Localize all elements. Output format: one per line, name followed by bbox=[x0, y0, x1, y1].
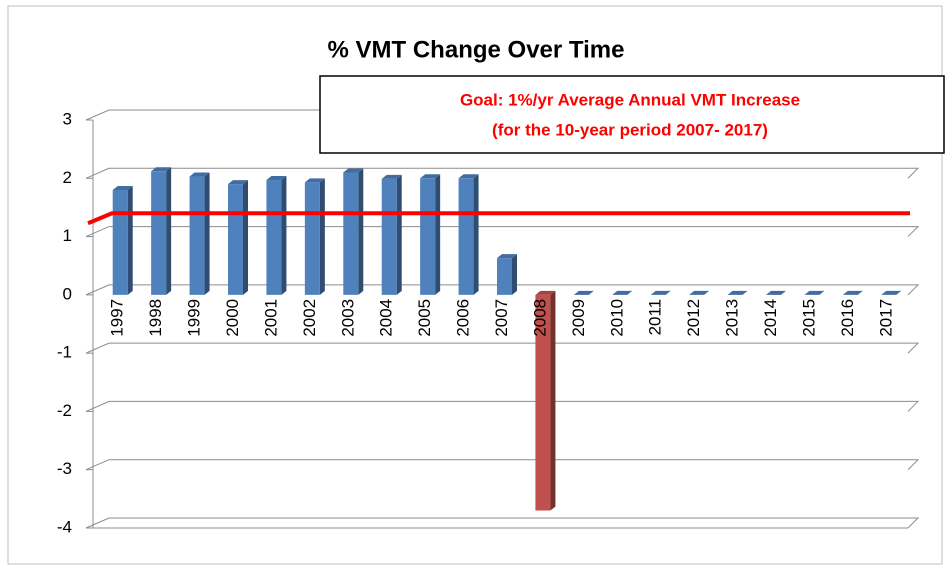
bar-top bbox=[689, 290, 710, 295]
grid-line bbox=[85, 459, 920, 471]
annotation-text: (for the 10-year period 2007- 2017) bbox=[492, 120, 768, 139]
grid-line bbox=[85, 400, 920, 412]
bar-side bbox=[512, 254, 517, 295]
x-tick-label: 2004 bbox=[377, 299, 396, 337]
bar-top bbox=[381, 174, 402, 179]
bar-top bbox=[766, 290, 786, 295]
annotation-text: Goal: 1%/yr Average Annual VMT Increase bbox=[460, 90, 800, 109]
y-tick-label: 1 bbox=[63, 226, 72, 245]
annotation-box bbox=[319, 75, 945, 154]
bar-top bbox=[266, 176, 287, 181]
plot-area: -4 -3 -2 -1 0 1 2 3 1997 1998 1999 2000 2001 2002 2003… bbox=[57, 109, 920, 536]
bar bbox=[151, 171, 167, 295]
x-tick-label: 2016 bbox=[838, 299, 857, 337]
grid-line bbox=[85, 517, 920, 529]
bar-side bbox=[550, 290, 556, 511]
x-tick-label: 2007 bbox=[492, 299, 511, 337]
bar-top bbox=[573, 290, 594, 295]
chart-title: % VMT Change Over Time bbox=[328, 36, 625, 63]
bar-top bbox=[497, 254, 517, 259]
x-tick-label: 2002 bbox=[300, 299, 319, 337]
bar bbox=[497, 258, 512, 295]
grid-line bbox=[85, 342, 920, 354]
bar-side bbox=[204, 172, 210, 295]
bar bbox=[266, 180, 282, 295]
bar bbox=[458, 178, 474, 295]
bar-top bbox=[881, 290, 902, 295]
y-tick-label: -4 bbox=[57, 517, 72, 536]
x-tick-label: 1998 bbox=[146, 299, 165, 337]
x-tick-label: 2003 bbox=[338, 299, 357, 337]
bar-side bbox=[166, 167, 172, 295]
y-tick-label: 0 bbox=[63, 284, 72, 303]
bar bbox=[228, 184, 243, 295]
bar-top bbox=[804, 290, 825, 295]
bar bbox=[535, 294, 551, 511]
x-tick-label: 2017 bbox=[876, 299, 895, 337]
y-tick-label: 3 bbox=[63, 109, 72, 128]
y-tick-label: -3 bbox=[57, 459, 72, 478]
bar-top bbox=[458, 174, 479, 179]
bar-side bbox=[243, 180, 248, 295]
grid-line bbox=[85, 167, 920, 179]
bar-top bbox=[420, 174, 441, 179]
y-tick-label: 2 bbox=[63, 168, 72, 187]
x-tick-label: 2000 bbox=[223, 299, 242, 337]
bar-side bbox=[396, 174, 402, 295]
x-tick-label: 1997 bbox=[108, 299, 127, 337]
bar bbox=[189, 176, 205, 295]
x-tick-label: 2011 bbox=[646, 299, 665, 336]
bar-top bbox=[535, 290, 556, 295]
x-tick-label: 1999 bbox=[185, 299, 204, 337]
bar-top bbox=[304, 178, 325, 183]
bar bbox=[420, 178, 436, 295]
bar-side bbox=[127, 185, 133, 295]
grid-line bbox=[85, 226, 920, 238]
bar-side bbox=[281, 176, 287, 295]
bar-top bbox=[228, 180, 248, 185]
bar-top bbox=[727, 290, 748, 295]
y-tick-label: -2 bbox=[57, 401, 72, 420]
bar-top bbox=[343, 168, 364, 173]
y-tick-label: -1 bbox=[57, 343, 72, 362]
goal-line bbox=[87, 211, 910, 226]
bar-top bbox=[112, 185, 133, 190]
x-tick-label: 2015 bbox=[799, 299, 818, 337]
bar bbox=[381, 178, 397, 295]
bar bbox=[304, 182, 320, 295]
bar-side bbox=[435, 174, 441, 295]
bar-top bbox=[650, 290, 671, 295]
x-tick-label: 2014 bbox=[761, 299, 780, 337]
bar-side bbox=[319, 178, 325, 295]
x-tick-label: 2006 bbox=[454, 299, 473, 337]
x-tick-label: 2001 bbox=[261, 299, 280, 337]
bar-top bbox=[612, 290, 633, 295]
bar-side bbox=[358, 168, 364, 295]
bar-top bbox=[189, 172, 210, 177]
bar bbox=[343, 172, 359, 295]
x-tick-label: 2013 bbox=[723, 299, 742, 337]
bar-side bbox=[473, 174, 479, 295]
bar-top bbox=[842, 290, 863, 295]
x-tick-label: 2010 bbox=[607, 299, 626, 337]
bar bbox=[112, 189, 128, 295]
x-tick-label: 2009 bbox=[569, 299, 588, 337]
x-tick-label: 2005 bbox=[415, 299, 434, 337]
x-tick-label: 2008 bbox=[530, 299, 549, 337]
bar-top bbox=[151, 167, 172, 172]
x-tick-label: 2012 bbox=[684, 299, 703, 337]
